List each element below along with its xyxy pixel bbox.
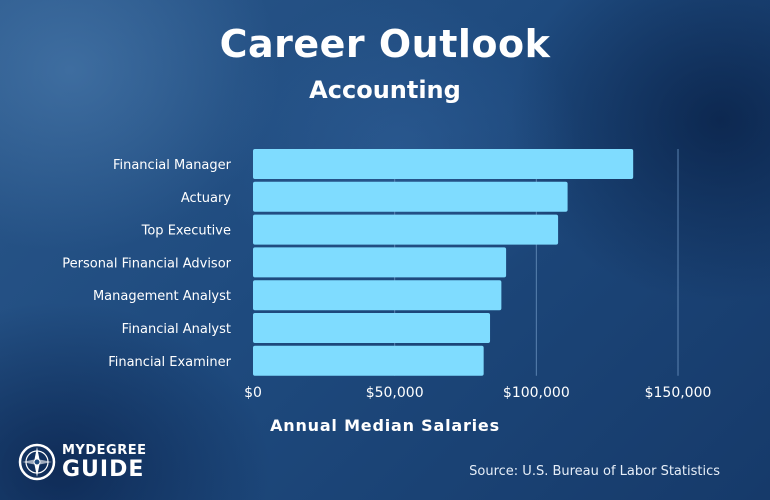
category-label: Financial Manager: [113, 158, 232, 173]
compass-icon: [18, 443, 56, 481]
category-label: Financial Examiner: [108, 355, 231, 370]
bar: [253, 280, 502, 311]
bar: [253, 313, 491, 343]
x-axis-label: Annual Median Salaries: [270, 416, 500, 435]
category-label: Top Executive: [141, 224, 231, 239]
x-tick-label: $150,000: [645, 385, 712, 401]
chart-title: Career Outlook: [219, 22, 551, 66]
bar-layer: [253, 149, 634, 376]
brand-name-bottom: GUIDE: [62, 456, 145, 482]
category-label: Personal Financial Advisor: [62, 256, 231, 271]
tick-label-layer: $0 $50,000 $100,000 $150,000: [244, 385, 711, 401]
chart-subtitle: Accounting: [309, 76, 461, 104]
x-tick-label: $0: [244, 385, 262, 401]
category-label: Management Analyst: [93, 289, 231, 304]
brand-name-top: MYDEGREE: [62, 442, 147, 458]
source-note: Source: U.S. Bureau of Labor Statistics: [469, 464, 720, 479]
bar: [253, 181, 568, 212]
bar: [253, 214, 559, 245]
bar: [253, 149, 634, 179]
category-label-layer: Financial Manager Actuary Top Executive Per…: [62, 158, 231, 370]
bar: [253, 247, 507, 278]
x-tick-label: $100,000: [503, 385, 570, 401]
x-tick-label: $50,000: [366, 385, 424, 401]
category-label: Financial Analyst: [122, 322, 231, 337]
bar: [253, 345, 484, 376]
category-label: Actuary: [181, 191, 231, 206]
brand-logo: MYDEGREE GUIDE: [18, 442, 146, 482]
